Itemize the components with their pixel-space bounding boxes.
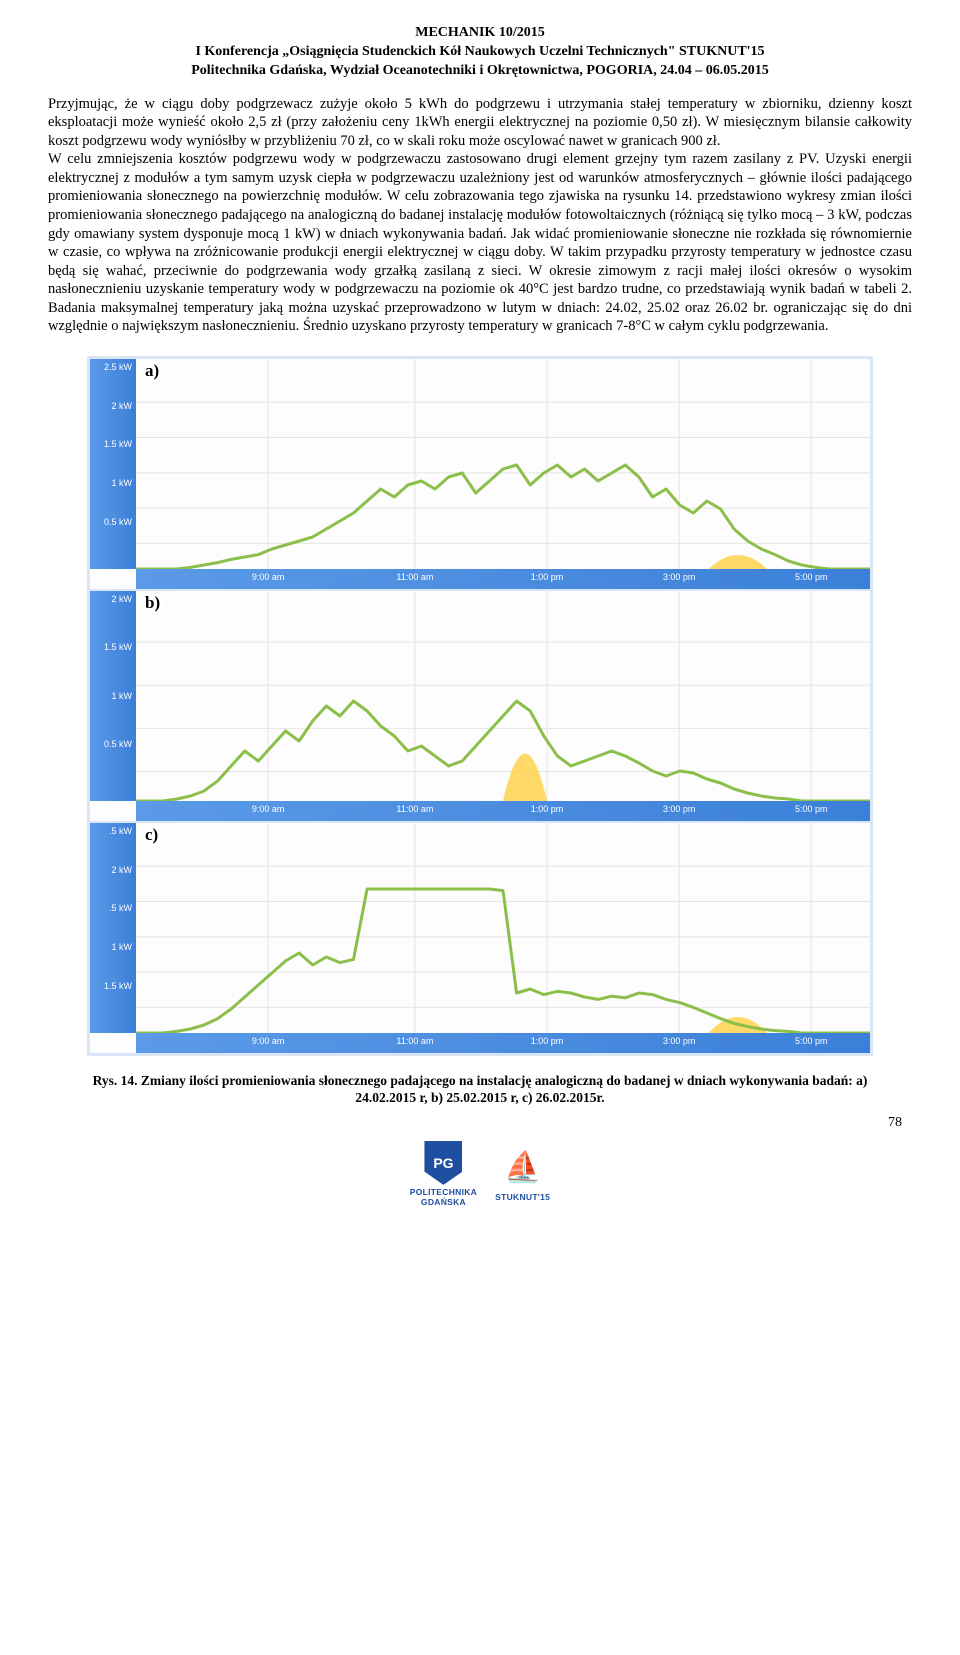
figure-14-charts: 2.5 kW 2 kW 1.5 kW 1 kW 0.5 kW a) 9:00 am 11:00… xyxy=(87,356,873,1056)
x-tick-label: 11:00 am xyxy=(396,804,433,814)
header-line-3: Politechnika Gdańska, Wydział Oceanotech… xyxy=(48,62,912,81)
header-line-2: I Konferencja „Osiągnięcia Studenckich K… xyxy=(48,43,912,62)
y-axis: .5 kW 2 kW .5 kW 1 kW 1.5 kW xyxy=(90,823,136,1033)
x-tick-label: 5:00 pm xyxy=(795,1036,828,1046)
y-tick-label: 1 kW xyxy=(111,478,132,488)
x-tick-label: 9:00 am xyxy=(252,1036,285,1046)
x-tick-label: 9:00 am xyxy=(252,572,285,582)
y-tick-label: 1.5 kW xyxy=(104,439,132,449)
figure-caption: Rys. 14. Zmiany ilości promieniowania sł… xyxy=(68,1072,892,1107)
y-tick-label: 1.5 kW xyxy=(104,981,132,991)
chart-panel-c: .5 kW 2 kW .5 kW 1 kW 1.5 kW c) 9:00 am 11:00 a… xyxy=(90,823,870,1053)
y-tick-label: 2 kW xyxy=(111,865,132,875)
y-tick-label: 1 kW xyxy=(111,942,132,952)
paper-header: MECHANIK 10/2015 I Konferencja „Osiągnię… xyxy=(48,24,912,81)
x-axis: 9:00 am 11:00 am 1:00 pm 3:00 pm 5:00 pm xyxy=(136,801,870,821)
body-paragraph: Przyjmując, że w ciągu doby podgrzewacz … xyxy=(48,95,912,336)
ship-icon: ⛵ xyxy=(502,1146,544,1190)
logo-stuknut: ⛵ STUKNUT'15 xyxy=(495,1146,550,1202)
x-tick-label: 1:00 pm xyxy=(531,804,564,814)
x-tick-label: 5:00 pm xyxy=(795,572,828,582)
panel-letter: b) xyxy=(142,593,163,613)
y-axis: 2 kW 1.5 kW 1 kW 0.5 kW xyxy=(90,591,136,801)
x-tick-label: 11:00 am xyxy=(396,572,433,582)
y-tick-label: 1.5 kW xyxy=(104,642,132,652)
panel-letter: c) xyxy=(142,825,161,845)
y-tick-label: 1 kW xyxy=(111,691,132,701)
shield-icon: PG xyxy=(424,1141,462,1185)
footer-logos: PG POLITECHNIKAGDAŃSKA ⛵ STUKNUT'15 xyxy=(48,1141,912,1207)
plot-area xyxy=(136,591,870,801)
x-tick-label: 9:00 am xyxy=(252,804,285,814)
x-tick-label: 11:00 am xyxy=(396,1036,433,1046)
page-number: 78 xyxy=(48,1115,912,1131)
chart-panel-b: 2 kW 1.5 kW 1 kW 0.5 kW b) 9:00 am 11:00 am 1:0… xyxy=(90,591,870,823)
y-tick-label: 0.5 kW xyxy=(104,739,132,749)
x-tick-label: 1:00 pm xyxy=(531,572,564,582)
y-axis: 2.5 kW 2 kW 1.5 kW 1 kW 0.5 kW xyxy=(90,359,136,569)
logo-politechnika: PG POLITECHNIKAGDAŃSKA xyxy=(410,1141,477,1207)
chart-panel-a: 2.5 kW 2 kW 1.5 kW 1 kW 0.5 kW a) 9:00 am 11:00… xyxy=(90,359,870,591)
panel-letter: a) xyxy=(142,361,162,381)
logo-politechnika-text: POLITECHNIKAGDAŃSKA xyxy=(410,1187,477,1207)
x-tick-label: 1:00 pm xyxy=(531,1036,564,1046)
plot-area xyxy=(136,359,870,569)
y-tick-label: .5 kW xyxy=(109,826,132,836)
x-tick-label: 3:00 pm xyxy=(663,804,696,814)
x-tick-label: 3:00 pm xyxy=(663,572,696,582)
y-tick-label: 2 kW xyxy=(111,594,132,604)
x-axis: 9:00 am 11:00 am 1:00 pm 3:00 pm 5:00 pm xyxy=(136,1033,870,1053)
x-tick-label: 5:00 pm xyxy=(795,804,828,814)
x-axis: 9:00 am 11:00 am 1:00 pm 3:00 pm 5:00 pm xyxy=(136,569,870,589)
y-tick-label: 2.5 kW xyxy=(104,362,132,372)
y-tick-label: .5 kW xyxy=(109,903,132,913)
plot-area xyxy=(136,823,870,1033)
y-tick-label: 0.5 kW xyxy=(104,517,132,527)
y-tick-label: 2 kW xyxy=(111,401,132,411)
x-tick-label: 3:00 pm xyxy=(663,1036,696,1046)
logo-stuknut-text: STUKNUT'15 xyxy=(495,1192,550,1202)
header-line-1: MECHANIK 10/2015 xyxy=(48,24,912,43)
